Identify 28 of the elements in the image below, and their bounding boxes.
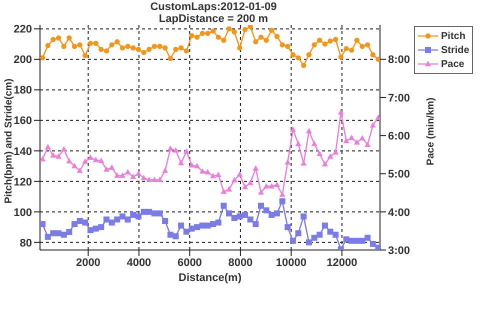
y-tick-label: 80 <box>20 237 32 250</box>
legend-label: Pace <box>441 58 464 70</box>
x-tick-label: 10000 <box>276 256 306 269</box>
y-tick-label: 200 <box>14 54 32 66</box>
y2-tick-label: 3:00 <box>388 244 410 257</box>
y-tick-label: 160 <box>14 115 32 128</box>
x-tick-label: 8000 <box>228 256 253 269</box>
y2-axis-title: Pace (min/km) <box>426 98 437 166</box>
y-tick-label: 140 <box>14 146 32 158</box>
legend-label: Stride <box>441 44 470 56</box>
x-tick-label: 4000 <box>126 256 152 269</box>
chart-title: CustomLaps:2012-01-09 <box>149 1 278 13</box>
x-tick-label: 12000 <box>326 256 358 269</box>
y2-tick-label: 7:00 <box>388 92 410 104</box>
y2-tick-label: 6:00 <box>388 130 410 142</box>
y2-tick-label: 4:00 <box>388 206 410 219</box>
legend-label: Pitch <box>441 30 466 42</box>
y-tick-label: 120 <box>14 176 32 188</box>
x-tick-label: 2000 <box>76 256 100 269</box>
y-tick-label: 220 <box>14 24 32 36</box>
y2-tick-label: 5:00 <box>388 168 410 181</box>
chart-subtitle: LapDistance = 200 m <box>158 13 270 25</box>
x-axis-title: Distance(m) <box>178 272 242 284</box>
y-axis-title: Pitch(bpm) and Stride(cm) <box>4 78 15 204</box>
x-tick-label: 6000 <box>177 256 202 269</box>
y-tick-label: 180 <box>14 84 32 97</box>
y2-tick-label: 8:00 <box>388 54 410 66</box>
y-tick-label: 100 <box>14 206 32 219</box>
